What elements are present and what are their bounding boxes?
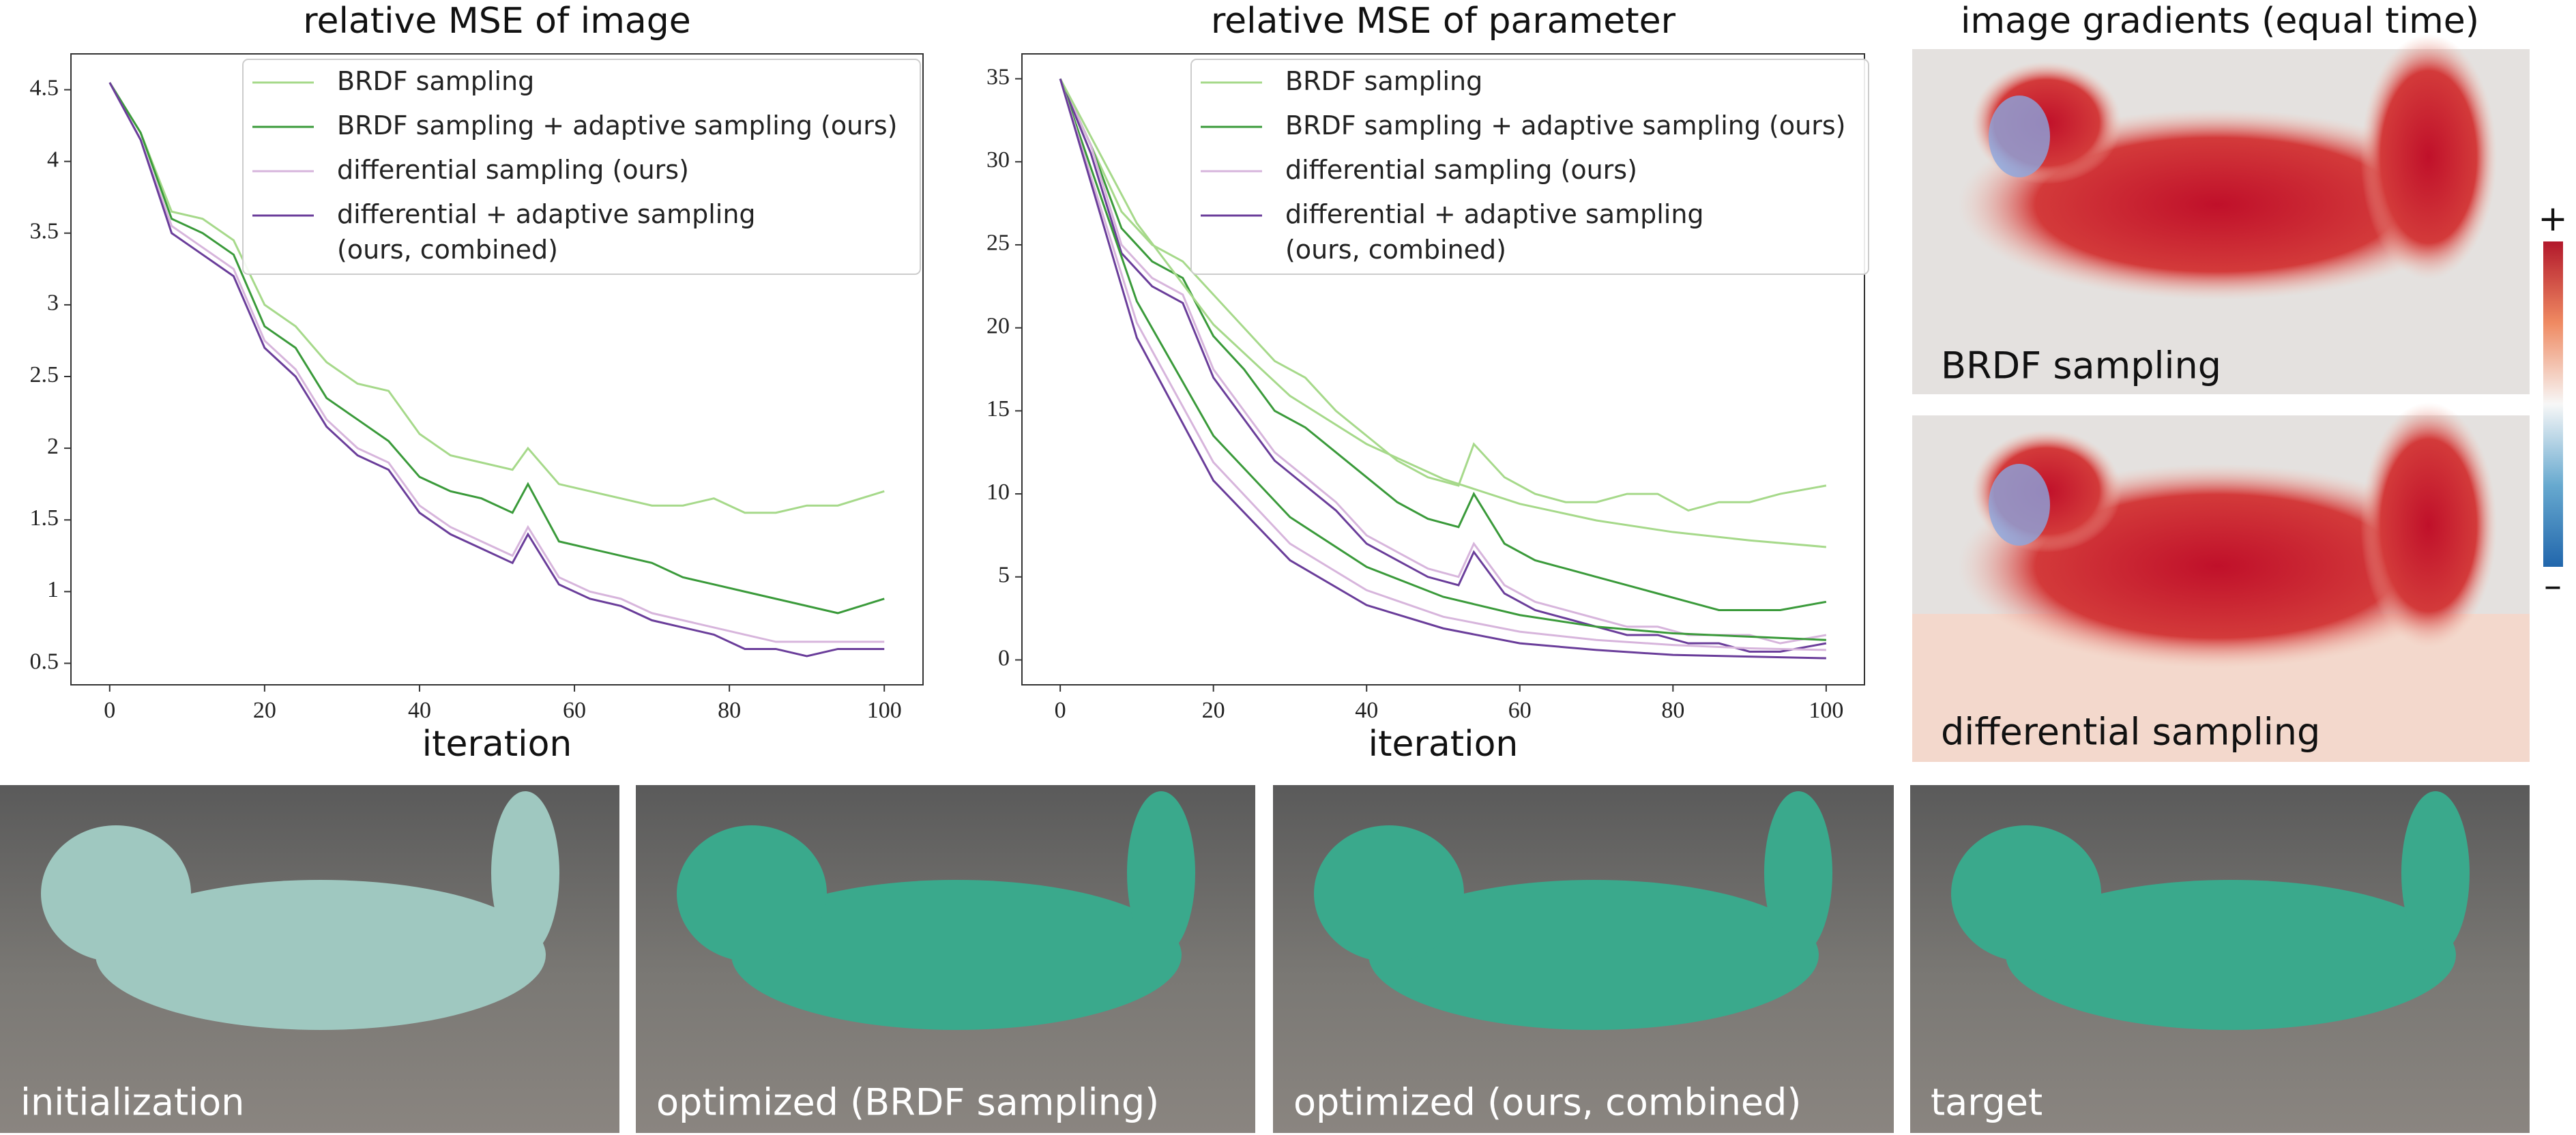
series-line bbox=[1059, 78, 1827, 653]
y-tick-label: 1.5 bbox=[30, 505, 59, 531]
legend-label: BRDF sampling + adaptive sampling (ours) bbox=[1285, 110, 1845, 141]
y-tick-label: 30 bbox=[986, 147, 1010, 173]
y-tick-label: 25 bbox=[986, 231, 1010, 256]
x-tick-label: 20 bbox=[1202, 698, 1225, 723]
dragon-tail bbox=[1764, 791, 1832, 955]
dragon-head bbox=[41, 825, 191, 962]
series-line bbox=[108, 82, 885, 514]
series-line bbox=[108, 82, 885, 658]
series-line bbox=[1059, 78, 1826, 660]
y-tick-label: 2 bbox=[47, 434, 59, 459]
y-tick-label: 3.5 bbox=[30, 219, 59, 244]
dragon-body bbox=[2006, 880, 2456, 1030]
x-tick-label: 100 bbox=[867, 698, 902, 723]
render-label: optimized (ours, combined) bbox=[1293, 1081, 1802, 1124]
plot-frame bbox=[1021, 53, 1865, 686]
y-tick-label: 15 bbox=[986, 396, 1010, 422]
dragon-body bbox=[96, 880, 546, 1030]
series-line bbox=[1059, 78, 1827, 611]
legend-label: differential sampling (ours) bbox=[1285, 155, 1637, 185]
legend-box bbox=[1190, 59, 1869, 275]
y-tick-label: 20 bbox=[986, 313, 1010, 338]
x-tick-label: 40 bbox=[408, 698, 431, 723]
colorbar-minus: – bbox=[2544, 565, 2562, 606]
gradient-image-top: BRDF sampling bbox=[1912, 34, 2530, 394]
y-tick-label: 2.5 bbox=[30, 362, 59, 387]
x-tick-label: 80 bbox=[1661, 698, 1684, 723]
dragon-tail bbox=[2401, 791, 2470, 955]
y-tick-label: 35 bbox=[986, 64, 1010, 89]
series-line bbox=[108, 82, 885, 615]
x-tick-label: 60 bbox=[1508, 698, 1532, 723]
y-tick-label: 1 bbox=[47, 577, 59, 602]
x-axis-label: iteration bbox=[422, 724, 572, 765]
chart-title: relative MSE of parameter bbox=[1211, 1, 1676, 42]
x-tick-label: 80 bbox=[718, 698, 741, 723]
dragon-head bbox=[1314, 825, 1464, 962]
y-tick-label: 3 bbox=[47, 291, 59, 316]
series-line bbox=[108, 82, 885, 643]
gradient-label: differential sampling bbox=[1941, 711, 2320, 754]
x-tick-label: 20 bbox=[253, 698, 276, 723]
legend-box bbox=[242, 59, 921, 275]
plot-frame bbox=[70, 53, 924, 686]
dragon-body bbox=[1368, 880, 1819, 1030]
x-tick-label: 40 bbox=[1355, 698, 1378, 723]
dragon-tail bbox=[491, 791, 559, 955]
gradients-title: image gradients (equal time) bbox=[1961, 1, 2479, 42]
legend-label: differential + adaptive sampling (ours, c… bbox=[337, 199, 756, 265]
series-line bbox=[1059, 78, 1826, 651]
colorbar-plus: + bbox=[2538, 198, 2568, 239]
dragon-body bbox=[731, 880, 1182, 1030]
x-tick-label: 0 bbox=[104, 698, 115, 723]
x-tick-label: 0 bbox=[1055, 698, 1066, 723]
series-line bbox=[1059, 78, 1827, 512]
legend-label: BRDF sampling bbox=[1285, 66, 1482, 96]
render-label: target bbox=[1931, 1081, 2043, 1124]
chart-title: relative MSE of image bbox=[303, 1, 691, 42]
y-tick-label: 5 bbox=[998, 563, 1010, 588]
y-tick-label: 10 bbox=[986, 480, 1010, 505]
legend-label: BRDF sampling bbox=[337, 66, 534, 96]
y-tick-label: 0.5 bbox=[30, 649, 59, 674]
render-image: optimized (BRDF sampling) bbox=[636, 785, 1255, 1133]
render-image: target bbox=[1910, 785, 2530, 1133]
dragon-tail bbox=[1127, 791, 1195, 955]
x-axis-label: iteration bbox=[1368, 724, 1519, 765]
series-line bbox=[1059, 78, 1826, 641]
dragon-head bbox=[1951, 825, 2101, 962]
render-image: optimized (ours, combined) bbox=[1273, 785, 1894, 1133]
dragon-head bbox=[677, 825, 827, 962]
y-tick-label: 0 bbox=[998, 645, 1010, 670]
legend-label: differential + adaptive sampling (ours, c… bbox=[1285, 199, 1704, 265]
render-label: initialization bbox=[20, 1081, 244, 1124]
colorbar bbox=[2543, 241, 2563, 567]
y-tick-label: 4 bbox=[47, 147, 59, 172]
legend-label: BRDF sampling + adaptive sampling (ours) bbox=[337, 110, 897, 141]
legend-label: differential sampling (ours) bbox=[337, 155, 689, 185]
series-line bbox=[1059, 78, 1826, 548]
gradient-label: BRDF sampling bbox=[1941, 344, 2221, 387]
y-tick-label: 4.5 bbox=[30, 75, 59, 100]
x-tick-label: 60 bbox=[563, 698, 586, 723]
render-image: initialization bbox=[0, 785, 619, 1133]
render-label: optimized (BRDF sampling) bbox=[656, 1081, 1159, 1124]
gradient-image-bottom: differential sampling bbox=[1912, 402, 2530, 762]
x-tick-label: 100 bbox=[1809, 698, 1843, 723]
